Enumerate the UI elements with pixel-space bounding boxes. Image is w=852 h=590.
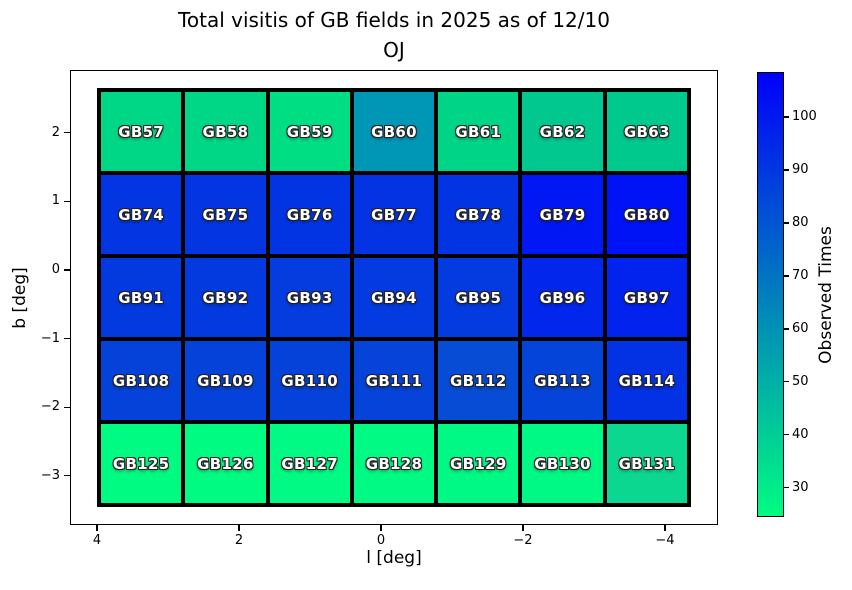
x-tick-label: −2 — [513, 533, 533, 548]
heatmap-cell-gb108: GB108 — [99, 339, 184, 422]
colorbar-tick-mark — [784, 487, 789, 489]
y-tick-label: 0 — [51, 262, 60, 277]
heatmap-cell-gb78: GB78 — [436, 173, 521, 256]
heatmap-cell-gb91: GB91 — [99, 256, 184, 339]
heatmap-cell-gb92: GB92 — [183, 256, 268, 339]
x-tick-mark — [522, 525, 524, 531]
colorbar-tick-mark — [784, 169, 789, 171]
colorbar-tick-label: 30 — [792, 479, 809, 495]
chart-title: Total visitis of GB fields in 2025 as of… — [70, 5, 718, 65]
y-tick-mark — [64, 475, 70, 477]
y-tick-mark — [64, 200, 70, 202]
heatmap-cell-gb111: GB111 — [351, 339, 437, 422]
x-tick-mark — [96, 525, 98, 531]
heatmap-cell-gb77: GB77 — [351, 173, 437, 256]
y-tick-mark — [64, 269, 70, 271]
heatmap-cell-gb97: GB97 — [604, 256, 689, 339]
y-tick-mark — [64, 338, 70, 340]
chart-title-line1: Total visitis of GB fields in 2025 as of… — [178, 8, 610, 32]
y-tick-label: 2 — [51, 124, 60, 140]
x-tick-mark — [238, 525, 240, 531]
x-tick-mark — [380, 525, 382, 531]
heatmap-cell-gb74: GB74 — [99, 173, 184, 256]
y-tick-label: 1 — [51, 193, 60, 209]
x-tick-label: −4 — [655, 533, 675, 548]
colorbar-tick-mark — [784, 116, 789, 118]
colorbar-tick-label: 100 — [792, 109, 817, 125]
heatmap-cell-gb61: GB61 — [436, 90, 521, 173]
colorbar-tick-mark — [784, 434, 789, 436]
heatmap-cell-gb109: GB109 — [183, 339, 268, 422]
y-tick-label: −1 — [40, 330, 60, 346]
heatmap-cell-gb59: GB59 — [267, 90, 352, 173]
heatmap-cell-gb60: GB60 — [351, 90, 437, 173]
x-tick-label: 4 — [92, 533, 102, 548]
chart-title-line2: OJ — [383, 38, 405, 62]
heatmap-cell-gb110: GB110 — [267, 339, 352, 422]
x-tick-label: 0 — [376, 533, 386, 548]
heatmap-cell-gb125: GB125 — [99, 422, 184, 505]
colorbar-label: Observed Times — [816, 225, 836, 364]
heatmap-cell-gb75: GB75 — [183, 173, 268, 256]
heatmap-grid: GB57 GB58 GB59 GB60 GB61 GB62 GB63 GB74 GB75 GB76… — [97, 88, 691, 507]
heatmap-cell-gb63: GB63 — [604, 90, 689, 173]
heatmap-cell-gb126: GB126 — [183, 422, 268, 505]
colorbar-tick-label: 90 — [792, 162, 809, 177]
heatmap-cell-gb94: GB94 — [351, 256, 437, 339]
colorbar-tick-mark — [784, 328, 789, 330]
colorbar-tick-label: 60 — [792, 320, 809, 336]
heatmap-cell-gb93: GB93 — [267, 256, 352, 339]
colorbar-label-wrap: Observed Times — [806, 72, 846, 517]
heatmap-cell-gb79: GB79 — [520, 173, 605, 256]
heatmap-cell-gb95: GB95 — [436, 256, 521, 339]
colorbar-tick-mark — [784, 275, 789, 277]
colorbar — [757, 72, 784, 517]
heatmap-cell-gb114: GB114 — [604, 339, 689, 422]
heatmap-cell-gb62: GB62 — [520, 90, 605, 173]
heatmap-cell-gb113: GB113 — [520, 339, 605, 422]
heatmap-cell-gb80: GB80 — [604, 173, 689, 256]
y-tick-label: −2 — [40, 399, 60, 415]
y-tick-label: −3 — [40, 467, 60, 483]
colorbar-tick-mark — [784, 222, 789, 224]
heatmap-cell-gb112: GB112 — [436, 339, 521, 422]
x-tick-mark — [664, 525, 666, 531]
x-axis-label: l [deg] — [366, 548, 422, 568]
x-tick-label: 2 — [234, 533, 244, 548]
heatmap-cell-gb76: GB76 — [267, 173, 352, 256]
y-tick-mark — [64, 132, 70, 134]
colorbar-tick-mark — [784, 381, 789, 383]
heatmap-cell-gb96: GB96 — [520, 256, 605, 339]
colorbar-tick-label: 40 — [792, 426, 809, 442]
heatmap-cell-gb57: GB57 — [99, 90, 184, 173]
colorbar-tick-label: 50 — [792, 373, 809, 389]
heatmap-cell-gb130: GB130 — [520, 422, 605, 505]
heatmap-cell-gb131: GB131 — [604, 422, 689, 505]
heatmap-cell-gb128: GB128 — [351, 422, 437, 505]
heatmap-cell-gb58: GB58 — [183, 90, 268, 173]
colorbar-tick-label: 70 — [792, 267, 809, 283]
heatmap-cell-gb129: GB129 — [436, 422, 521, 505]
colorbar-tick-label: 80 — [792, 214, 809, 230]
heatmap-cell-gb127: GB127 — [267, 422, 352, 505]
y-tick-mark — [64, 406, 70, 408]
